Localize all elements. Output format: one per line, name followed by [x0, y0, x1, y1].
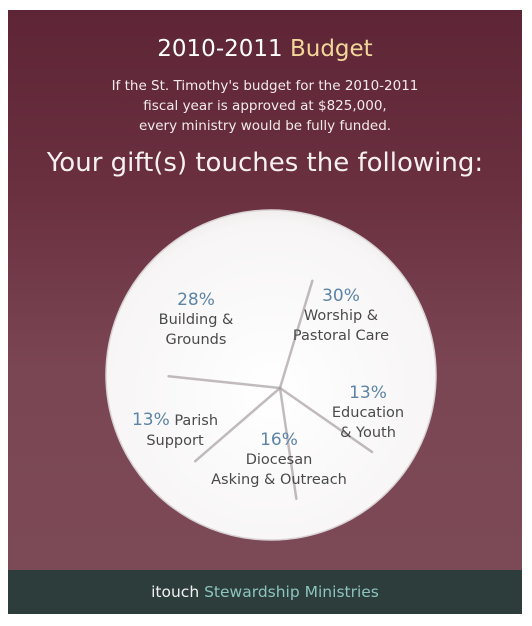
intro-text: If the St. Timothy's budget for the 2010… — [68, 76, 462, 136]
slice-divider — [167, 375, 282, 390]
intro-line: every ministry would be fully funded. — [138, 118, 392, 134]
slice-name-line: Building & — [158, 312, 234, 328]
budget-card: 2010-2011 Budget If the St. Timothy's bu… — [8, 10, 522, 614]
slice-divider — [193, 386, 282, 463]
slice-percent: 13% — [131, 410, 170, 430]
footer-brand-prefix: itouch — [151, 583, 200, 601]
slice-divider — [278, 386, 298, 501]
slice-percent: 28% — [177, 290, 215, 310]
footer-brand-accent: Stewardship Ministries — [204, 583, 379, 601]
slice-label-parish: 13% Parish Support — [116, 410, 234, 451]
slice-name-line: Asking & Outreach — [211, 472, 347, 488]
slice-name-line: Support — [146, 433, 204, 449]
slice-divider — [278, 386, 374, 454]
pie-disc — [105, 209, 437, 541]
slice-label-worship: 30% Worship & Pastoral Care — [278, 286, 404, 346]
slice-name-line: & Youth — [340, 425, 396, 441]
slice-name-line: Pastoral Care — [292, 328, 390, 344]
footer-brand: itouch Stewardship Ministries — [8, 570, 522, 614]
slice-label-education: 13% Education & Youth — [318, 383, 418, 443]
page-title: 2010-2011 Budget — [8, 36, 522, 62]
slice-label-building: 28% Building & Grounds — [136, 290, 256, 350]
slice-divider — [278, 279, 314, 390]
slice-name-line: Grounds — [165, 332, 227, 348]
footer-bar: itouch Stewardship Ministries — [8, 570, 522, 614]
title-word: Budget — [289, 36, 373, 62]
slice-name-line-1: 13% Parish — [116, 410, 234, 431]
slice-label-diocesan: 16% Diocesan Asking & Outreach — [204, 430, 354, 490]
title-year: 2010-2011 — [157, 36, 283, 62]
slice-name-line: Education — [331, 405, 405, 421]
pie-chart — [105, 209, 437, 541]
slice-name-line: Worship & — [303, 308, 379, 324]
intro-line: If the St. Timothy's budget for the 2010… — [111, 78, 419, 94]
slice-percent: 16% — [260, 430, 298, 450]
slice-name-part: Parish — [174, 413, 219, 429]
intro-line: fiscal year is approved at $825,000, — [143, 98, 387, 114]
slice-percent: 13% — [349, 383, 387, 403]
slice-name-line: Diocesan — [245, 452, 313, 468]
tagline: Your gift(s) touches the following: — [46, 148, 484, 178]
slice-percent: 30% — [322, 286, 360, 306]
